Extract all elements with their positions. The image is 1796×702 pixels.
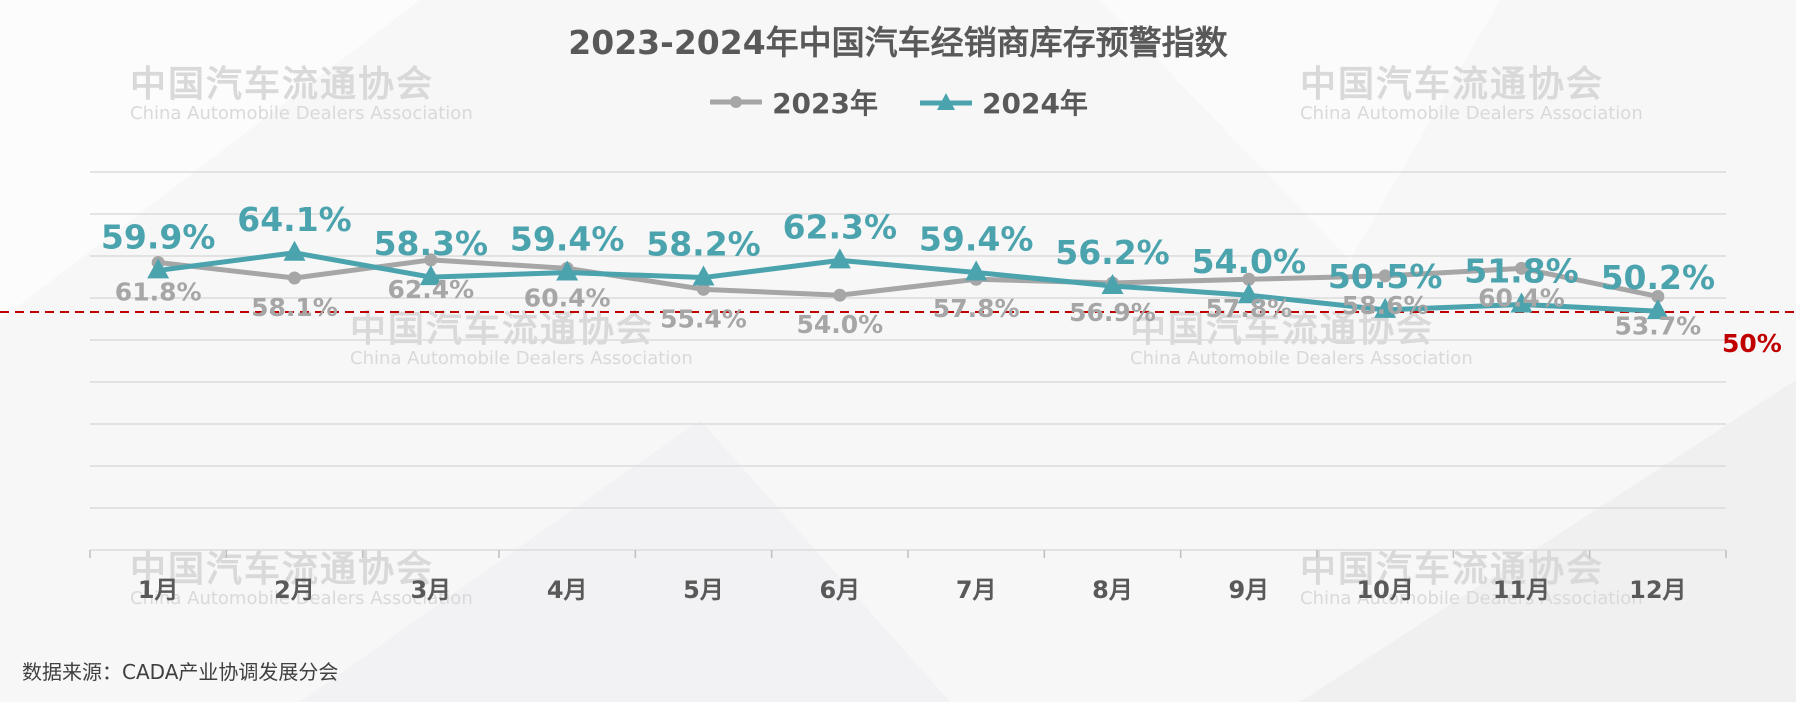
data-label-2023: 57.8% <box>1205 294 1292 323</box>
threshold-label: 50% <box>1722 329 1782 358</box>
data-label-2024: 51.8% <box>1464 251 1579 290</box>
data-label-2024: 59.4% <box>919 220 1034 259</box>
data-label-2024: 58.2% <box>646 225 761 264</box>
legend-marker-2023 <box>710 96 763 108</box>
legend-item-2023: 2023年 <box>708 82 878 122</box>
data-label-2023: 58.6% <box>1342 291 1429 320</box>
x-tick-label: 12月 <box>1629 576 1686 604</box>
data-point-2024 <box>556 260 579 281</box>
x-tick-label: 1月 <box>138 576 179 604</box>
x-tick-label: 11月 <box>1493 576 1550 604</box>
data-label-2024: 50.5% <box>1328 257 1443 296</box>
legend-label-2023: 2023年 <box>772 87 878 120</box>
data-point-2023 <box>1378 269 1392 283</box>
data-label-2024: 56.2% <box>1055 233 1170 272</box>
data-label-2023: 57.8% <box>933 294 1020 323</box>
data-label-2023: 55.4% <box>660 304 747 333</box>
x-tick-label: 3月 <box>410 576 451 604</box>
data-point-2024 <box>1237 283 1260 304</box>
series-line-2023 <box>157 257 1659 299</box>
data-label-2024: 59.9% <box>101 217 216 256</box>
data-point-2023 <box>1651 289 1665 303</box>
x-tick-label: 7月 <box>956 576 997 604</box>
x-tick-label: 10月 <box>1356 576 1413 604</box>
legend-item-2024: 2024年 <box>918 82 1088 122</box>
series-line-2024 <box>157 250 1658 314</box>
legend-label-2024: 2024年 <box>982 87 1088 120</box>
chart-legend: 2023年 2024年 <box>0 82 1796 122</box>
data-point-2023 <box>833 288 847 302</box>
data-label-2023: 62.4% <box>387 275 474 304</box>
data-point-2023 <box>697 282 710 296</box>
data-point-2024 <box>828 248 851 269</box>
data-point-2023 <box>1242 272 1256 286</box>
x-tick-label: 6月 <box>819 576 860 604</box>
data-label-2023: 58.1% <box>251 293 338 322</box>
data-point-2023 <box>1515 261 1528 275</box>
x-tick-label: 9月 <box>1228 576 1269 604</box>
legend-marker-2024 <box>920 93 972 110</box>
data-point-2024 <box>1510 292 1533 313</box>
x-tick-label: 8月 <box>1092 576 1133 604</box>
data-label-2023: 53.7% <box>1614 311 1701 340</box>
data-label-2023: 61.8% <box>115 277 202 306</box>
data-label-2024: 54.0% <box>1192 242 1307 281</box>
data-label-2024: 59.4% <box>510 220 625 259</box>
data-point-2023 <box>288 271 301 285</box>
x-tick-label: 5月 <box>683 576 724 604</box>
x-tick-label: 2月 <box>274 576 315 604</box>
x-tick-label: 4月 <box>547 576 588 604</box>
data-source: 数据来源：CADA产业协调发展分会 <box>22 660 339 684</box>
data-label-2023: 56.9% <box>1069 298 1156 327</box>
data-label-2024: 64.1% <box>237 200 352 239</box>
data-point-2024 <box>692 265 715 286</box>
data-point-2024 <box>419 265 442 286</box>
data-point-2024 <box>283 240 306 261</box>
data-label-2023: 60.4% <box>524 283 611 312</box>
data-label-2024: 58.3% <box>374 224 489 263</box>
data-label-2024: 62.3% <box>783 207 898 246</box>
chart-title: 2023-2024年中国汽车经销商库存预警指数 <box>568 23 1228 62</box>
data-point-2024 <box>1646 299 1669 320</box>
data-label-2024: 50.2% <box>1601 258 1716 297</box>
data-point-2024 <box>147 258 170 279</box>
data-point-2024 <box>1374 297 1397 318</box>
data-label-2023: 54.0% <box>796 310 883 339</box>
data-point-2023 <box>424 253 438 267</box>
data-point-2024 <box>965 260 988 281</box>
data-label-2023: 60.4% <box>1478 283 1565 312</box>
data-point-2024 <box>1101 273 1124 294</box>
